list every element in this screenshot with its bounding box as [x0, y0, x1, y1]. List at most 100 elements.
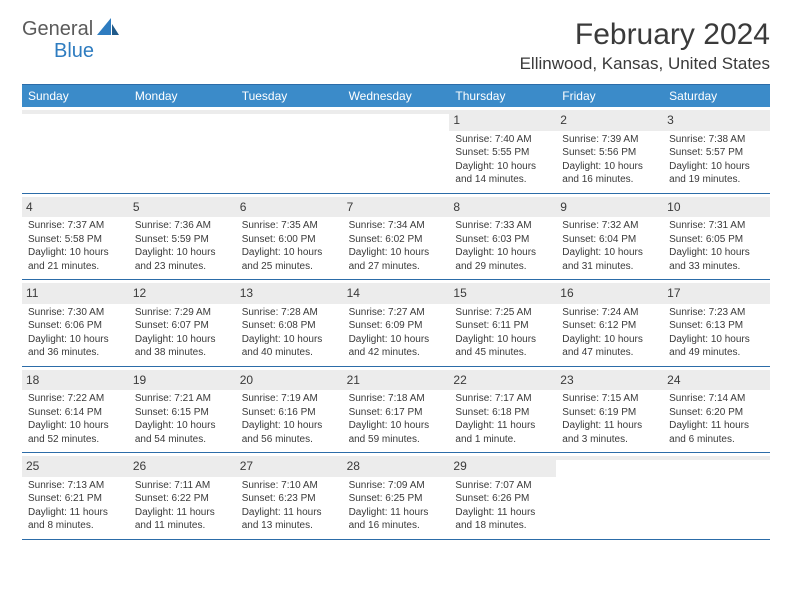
sunset-line: Sunset: 6:08 PM — [242, 319, 337, 333]
daylight-line: Daylight: 10 hours and 38 minutes. — [135, 333, 230, 360]
day-number-row: 12 — [129, 283, 236, 304]
day-cell — [556, 453, 663, 539]
day-number-row: 3 — [663, 110, 770, 131]
daylight-line: Daylight: 10 hours and 19 minutes. — [669, 160, 764, 187]
day-number-row: 29 — [449, 456, 556, 477]
sunset-line: Sunset: 6:12 PM — [562, 319, 657, 333]
day-cell: 3 Sunrise: 7:38 AMSunset: 5:57 PMDaylight… — [663, 107, 770, 193]
logo-text-general: General — [22, 18, 93, 41]
day-number: 22 — [453, 373, 466, 387]
sunrise-line: Sunrise: 7:32 AM — [562, 219, 657, 233]
daylight-line: Daylight: 10 hours and 31 minutes. — [562, 246, 657, 273]
daylight-line: Daylight: 11 hours and 16 minutes. — [349, 506, 444, 533]
day-number: 8 — [453, 200, 460, 214]
day-number-row: 21 — [343, 370, 450, 391]
sunrise-line: Sunrise: 7:15 AM — [562, 392, 657, 406]
day-number: 13 — [240, 286, 253, 300]
day-cell: 15Sunrise: 7:25 AMSunset: 6:11 PMDayligh… — [449, 280, 556, 366]
sunrise-line: Sunrise: 7:38 AM — [669, 133, 764, 147]
sunrise-line: Sunrise: 7:17 AM — [455, 392, 550, 406]
sunrise-line: Sunrise: 7:09 AM — [349, 479, 444, 493]
sunset-line: Sunset: 6:19 PM — [562, 406, 657, 420]
day-number-row: 15 — [449, 283, 556, 304]
daylight-line: Daylight: 10 hours and 59 minutes. — [349, 419, 444, 446]
day-number: 1 — [453, 113, 460, 127]
sunrise-line: Sunrise: 7:27 AM — [349, 306, 444, 320]
daylight-line: Daylight: 10 hours and 29 minutes. — [455, 246, 550, 273]
daylight-line: Daylight: 10 hours and 54 minutes. — [135, 419, 230, 446]
dow-cell: Saturday — [663, 85, 770, 107]
dow-cell: Tuesday — [236, 85, 343, 107]
day-number: 7 — [347, 200, 354, 214]
sunset-line: Sunset: 6:14 PM — [28, 406, 123, 420]
sunset-line: Sunset: 6:06 PM — [28, 319, 123, 333]
sunset-line: Sunset: 5:59 PM — [135, 233, 230, 247]
sunset-line: Sunset: 6:15 PM — [135, 406, 230, 420]
sunrise-line: Sunrise: 7:28 AM — [242, 306, 337, 320]
daylight-line: Daylight: 10 hours and 27 minutes. — [349, 246, 444, 273]
day-number-row: 14 — [343, 283, 450, 304]
dow-cell: Monday — [129, 85, 236, 107]
week-row: 4Sunrise: 7:37 AMSunset: 5:58 PMDaylight… — [22, 194, 770, 281]
day-number-row: 9 — [556, 197, 663, 218]
day-cell: 29Sunrise: 7:07 AMSunset: 6:26 PMDayligh… — [449, 453, 556, 539]
day-number-row: 18 — [22, 370, 129, 391]
day-number: 12 — [133, 286, 146, 300]
day-number: 5 — [133, 200, 140, 214]
sunset-line: Sunset: 5:56 PM — [562, 146, 657, 160]
day-cell: 24Sunrise: 7:14 AMSunset: 6:20 PMDayligh… — [663, 367, 770, 453]
day-cell: 9Sunrise: 7:32 AMSunset: 6:04 PMDaylight… — [556, 194, 663, 280]
day-number: 16 — [560, 286, 573, 300]
day-cell: 27Sunrise: 7:10 AMSunset: 6:23 PMDayligh… — [236, 453, 343, 539]
day-number-row — [663, 456, 770, 460]
day-cell: 10Sunrise: 7:31 AMSunset: 6:05 PMDayligh… — [663, 194, 770, 280]
day-cell: 17Sunrise: 7:23 AMSunset: 6:13 PMDayligh… — [663, 280, 770, 366]
daylight-line: Daylight: 10 hours and 21 minutes. — [28, 246, 123, 273]
sunrise-line: Sunrise: 7:31 AM — [669, 219, 764, 233]
day-number: 28 — [347, 459, 360, 473]
day-number-row: 5 — [129, 197, 236, 218]
day-cell: 6Sunrise: 7:35 AMSunset: 6:00 PMDaylight… — [236, 194, 343, 280]
sunset-line: Sunset: 5:55 PM — [455, 146, 550, 160]
daylight-line: Daylight: 11 hours and 3 minutes. — [562, 419, 657, 446]
logo-text-blue: Blue — [54, 40, 94, 63]
day-number-row: 28 — [343, 456, 450, 477]
sunrise-line: Sunrise: 7:40 AM — [455, 133, 550, 147]
dow-cell: Wednesday — [343, 85, 450, 107]
sunrise-line: Sunrise: 7:24 AM — [562, 306, 657, 320]
day-number-row: 23 — [556, 370, 663, 391]
sunrise-line: Sunrise: 7:33 AM — [455, 219, 550, 233]
week-row: 11Sunrise: 7:30 AMSunset: 6:06 PMDayligh… — [22, 280, 770, 367]
sunset-line: Sunset: 6:02 PM — [349, 233, 444, 247]
day-cell — [663, 453, 770, 539]
sunset-line: Sunset: 6:26 PM — [455, 492, 550, 506]
day-number-row: 17 — [663, 283, 770, 304]
day-number-row: 22 — [449, 370, 556, 391]
sunset-line: Sunset: 6:07 PM — [135, 319, 230, 333]
day-number-row: 1 — [449, 110, 556, 131]
sunset-line: Sunset: 5:58 PM — [28, 233, 123, 247]
sunrise-line: Sunrise: 7:39 AM — [562, 133, 657, 147]
day-number-row: 20 — [236, 370, 343, 391]
day-cell: 25Sunrise: 7:13 AMSunset: 6:21 PMDayligh… — [22, 453, 129, 539]
sunrise-line: Sunrise: 7:13 AM — [28, 479, 123, 493]
month-title: February 2024 — [520, 18, 770, 52]
location-text: Ellinwood, Kansas, United States — [520, 54, 770, 74]
sunset-line: Sunset: 6:03 PM — [455, 233, 550, 247]
day-number: 3 — [667, 113, 674, 127]
sunset-line: Sunset: 6:00 PM — [242, 233, 337, 247]
sunrise-line: Sunrise: 7:23 AM — [669, 306, 764, 320]
dow-cell: Thursday — [449, 85, 556, 107]
day-number-row: 7 — [343, 197, 450, 218]
daylight-line: Daylight: 10 hours and 16 minutes. — [562, 160, 657, 187]
sunset-line: Sunset: 5:57 PM — [669, 146, 764, 160]
logo-sail-icon — [97, 18, 121, 41]
day-cell: 5Sunrise: 7:36 AMSunset: 5:59 PMDaylight… — [129, 194, 236, 280]
day-number: 14 — [347, 286, 360, 300]
sunrise-line: Sunrise: 7:36 AM — [135, 219, 230, 233]
daylight-line: Daylight: 10 hours and 25 minutes. — [242, 246, 337, 273]
daylight-line: Daylight: 11 hours and 18 minutes. — [455, 506, 550, 533]
day-cell: 23Sunrise: 7:15 AMSunset: 6:19 PMDayligh… — [556, 367, 663, 453]
sunrise-line: Sunrise: 7:30 AM — [28, 306, 123, 320]
day-cell: 28Sunrise: 7:09 AMSunset: 6:25 PMDayligh… — [343, 453, 450, 539]
